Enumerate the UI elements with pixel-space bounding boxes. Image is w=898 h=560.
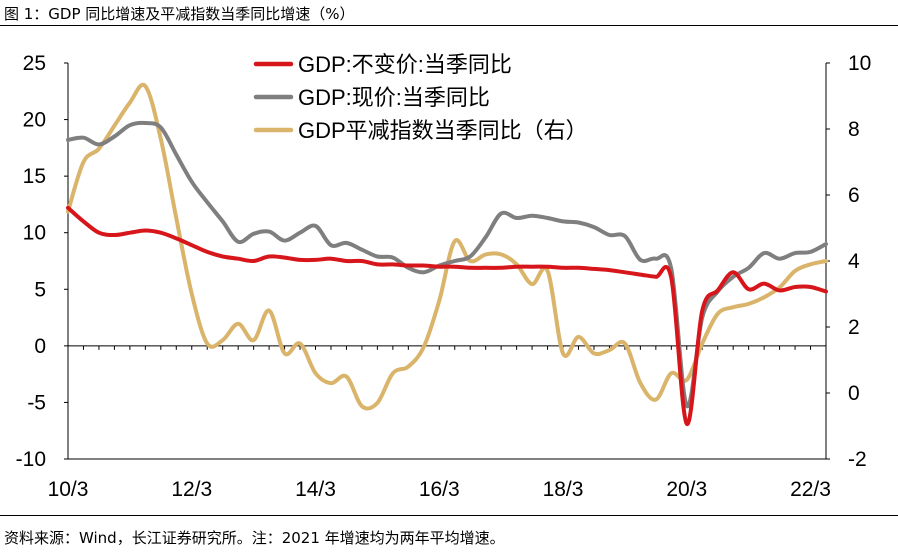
y-right-tick-label: 8 <box>848 118 860 141</box>
y-right-tick-label: 4 <box>848 250 860 273</box>
x-tick-label: 10/3 <box>48 478 89 501</box>
chart-series-lines <box>66 82 828 426</box>
x-tick-label: 22/3 <box>790 478 831 501</box>
y-left-tick-label: 10 <box>23 222 46 245</box>
legend-label-1: GDP:不变价:当季同比 <box>298 52 512 77</box>
y-left-tick-label: 25 <box>23 52 46 75</box>
x-tick-label: 12/3 <box>171 478 212 501</box>
legend-label-2: GDP:现价:当季同比 <box>298 85 490 110</box>
figure-title: 图 1：GDP 同比增速及平减指数当季同比增速（%） <box>4 5 355 23</box>
chart-legend: GDP:不变价:当季同比 GDP:现价:当季同比 GDP平减指数当季同比（右） <box>253 52 588 143</box>
series-line-nominal-gdp <box>66 120 828 408</box>
y-right-tick-label: 10 <box>848 52 871 75</box>
series-line-real-gdp <box>66 205 828 426</box>
legend-label-3: GDP平减指数当季同比（右） <box>298 118 588 143</box>
top-rule <box>0 25 898 26</box>
y-right-tick-label: 2 <box>848 316 860 339</box>
y-right-tick-label: -2 <box>848 448 867 471</box>
x-tick-label: 16/3 <box>419 478 460 501</box>
y-left-tick-label: 5 <box>34 278 46 301</box>
y-left-tick-label: 20 <box>23 109 46 132</box>
x-tick-label: 18/3 <box>543 478 584 501</box>
source-note: 资料来源：Wind，长江证券研究所。注：2021 年增速均为两年平均增速。 <box>4 529 505 547</box>
y-left-tick-label: -10 <box>16 448 46 471</box>
x-tick-label: 20/3 <box>666 478 707 501</box>
x-tick-label: 14/3 <box>295 478 336 501</box>
y-left-tick-label: 15 <box>23 165 46 188</box>
bottom-rule <box>0 515 898 516</box>
y-left-tick-label: -5 <box>27 391 46 414</box>
y-left-tick-label: 0 <box>34 335 46 358</box>
y-right-tick-label: 0 <box>848 382 860 405</box>
y-right-tick-label: 6 <box>848 184 860 207</box>
